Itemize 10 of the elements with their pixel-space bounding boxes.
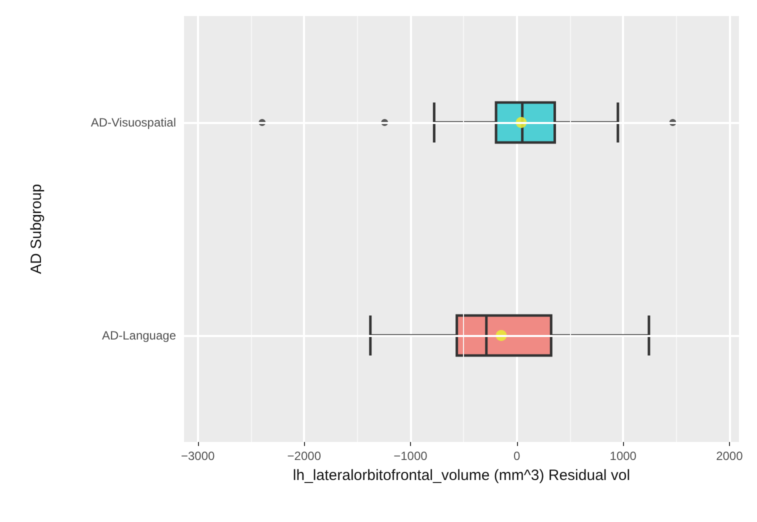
x-tick-label: −3000 — [180, 449, 215, 463]
x-tick-label: 2000 — [716, 449, 744, 463]
x-axis-title: lh_lateralorbitofrontal_volume (mm^3) Residual vol — [292, 467, 630, 484]
y-tick-label: AD-Visuospatial — [90, 116, 176, 130]
x-tick-label: 0 — [513, 449, 520, 463]
y-axis-title: AD Subgroup — [28, 184, 45, 274]
y-tick-label: AD-Language — [102, 328, 176, 342]
x-tick-label: −1000 — [394, 449, 428, 463]
x-tick-label: −2000 — [287, 449, 322, 463]
x-tick-label: 1000 — [610, 449, 637, 463]
